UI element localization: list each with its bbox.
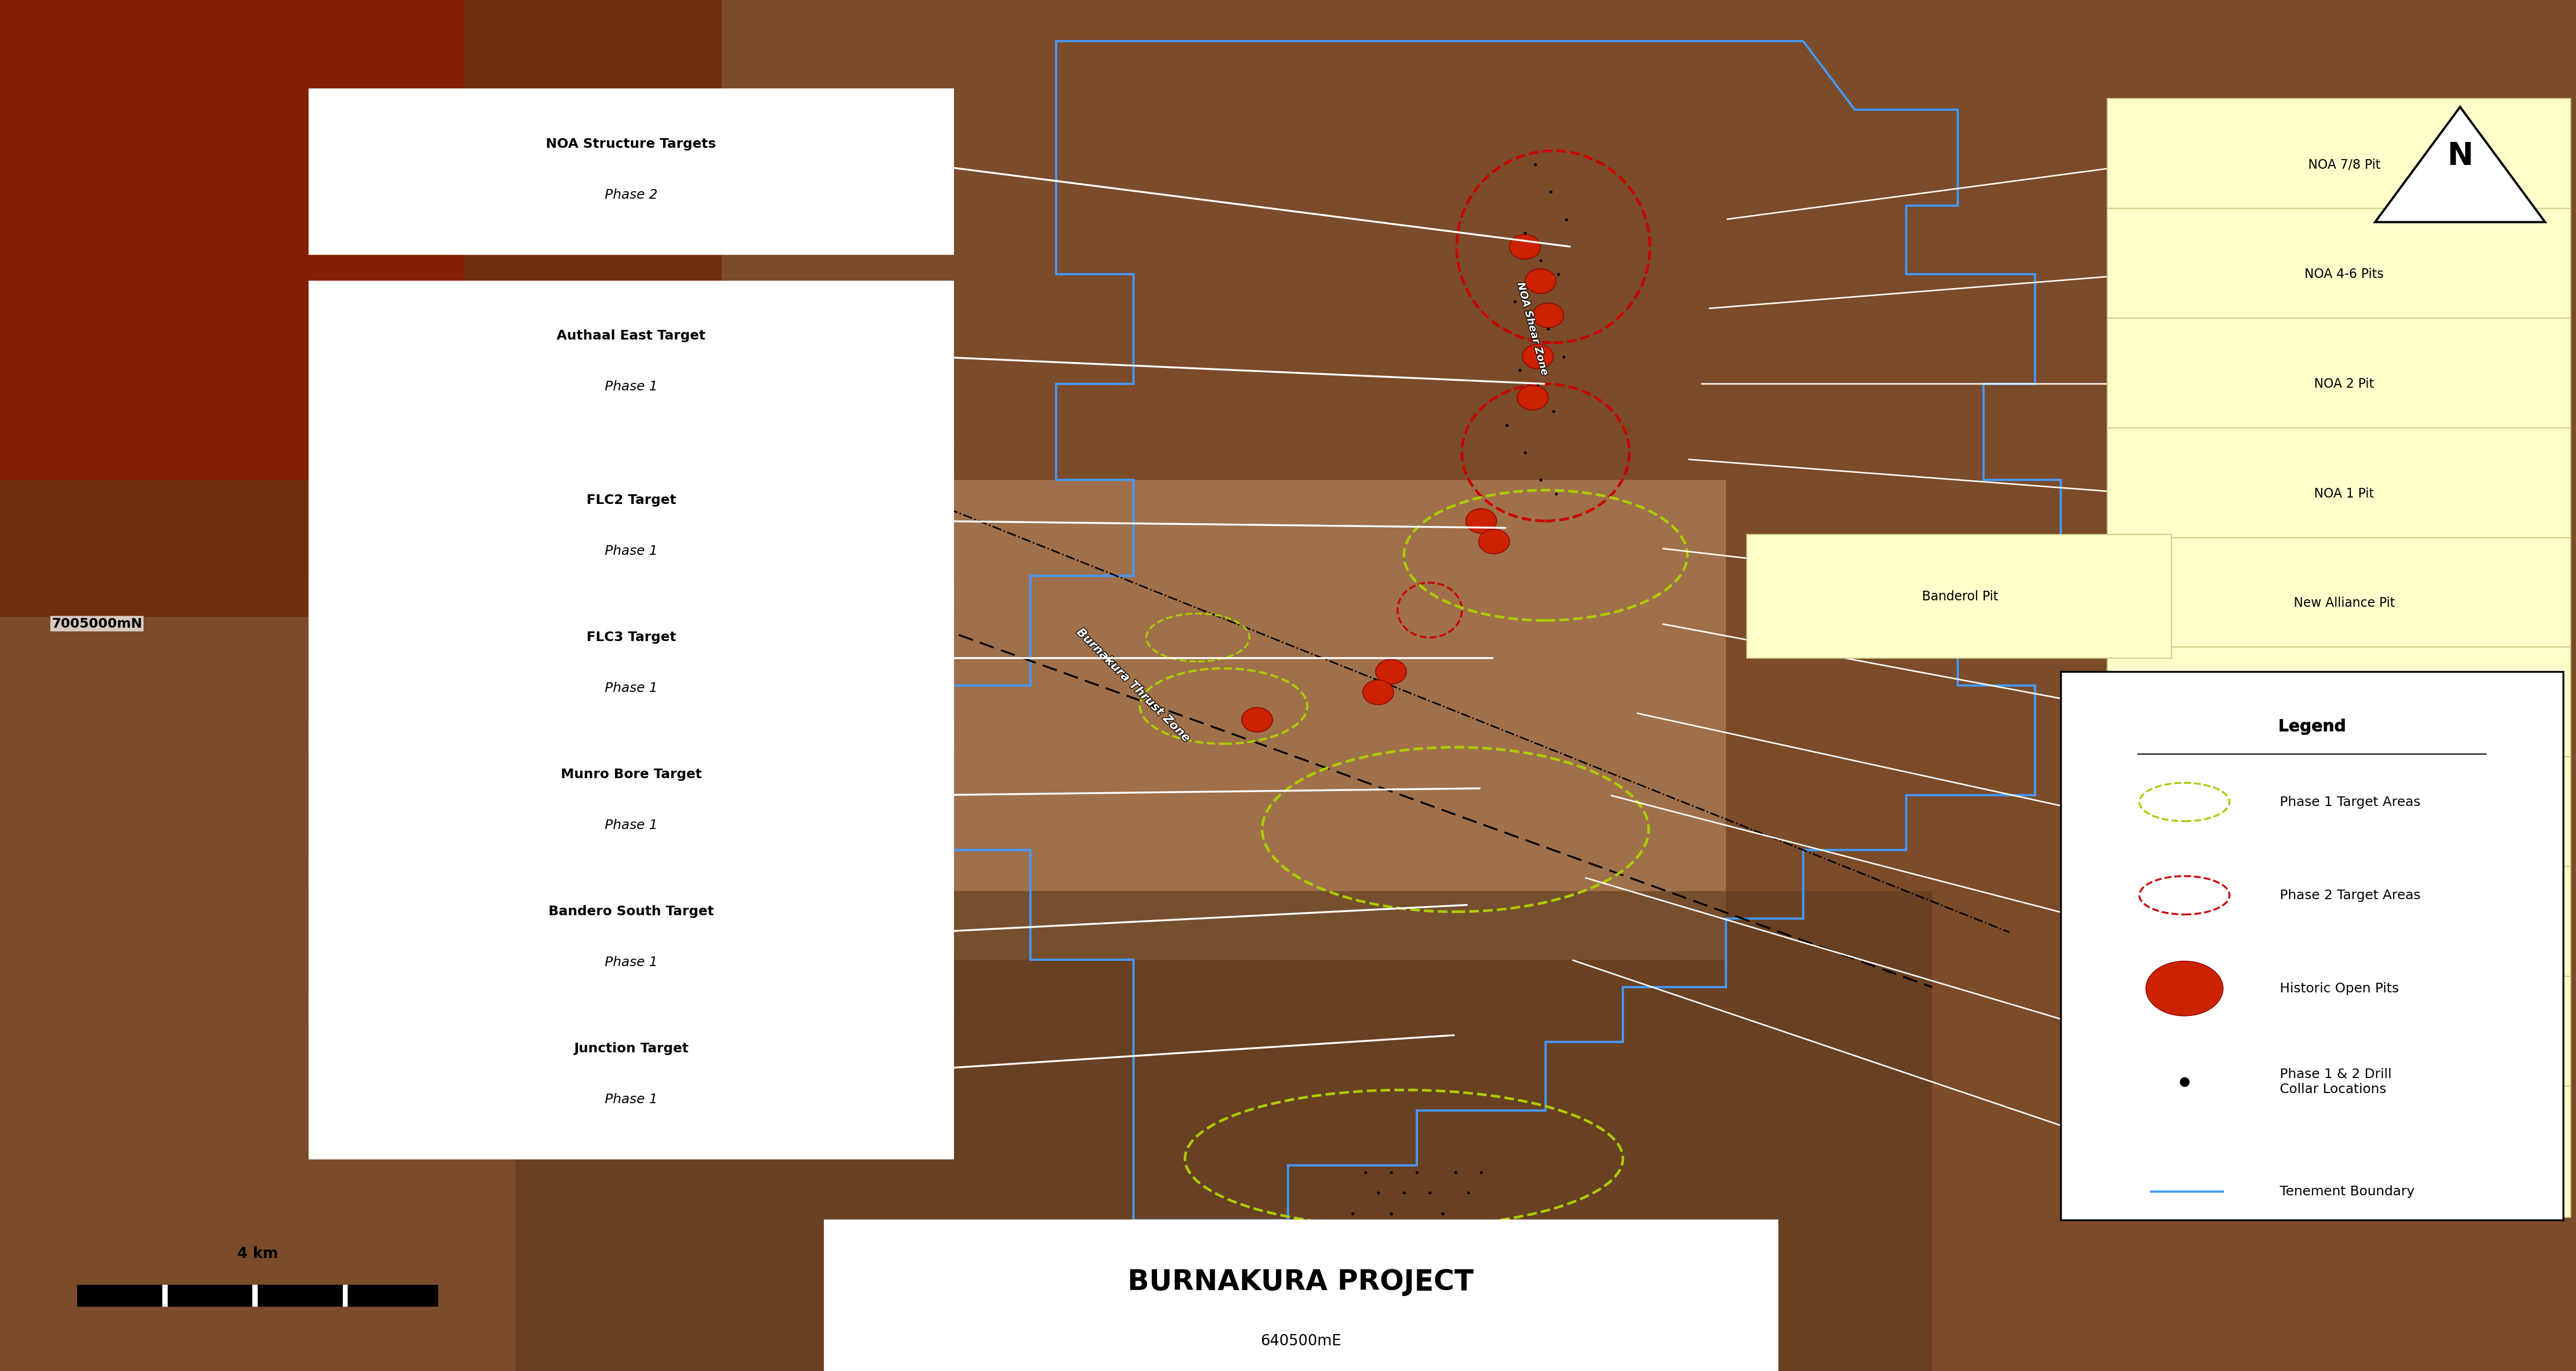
Text: NOA 7/8 Pit: NOA 7/8 Pit [2308, 158, 2380, 171]
Bar [515, 891, 1932, 1371]
Text: 7005000mN: 7005000mN [52, 617, 142, 631]
Ellipse shape [1525, 269, 1556, 293]
Ellipse shape [1376, 659, 1406, 684]
Text: NOA 2 Pit: NOA 2 Pit [2313, 377, 2375, 391]
Text: Historic Open Pits: Historic Open Pits [2280, 982, 2398, 995]
FancyBboxPatch shape [309, 583, 953, 747]
Text: Authaal East Target: Authaal East Target [556, 329, 706, 343]
Text: Phase 1: Phase 1 [605, 1093, 657, 1106]
FancyBboxPatch shape [2107, 757, 2571, 888]
Text: Alliance Pit: Alliance Pit [2308, 706, 2380, 720]
FancyBboxPatch shape [1747, 535, 2172, 658]
Ellipse shape [1533, 303, 1564, 328]
FancyBboxPatch shape [2107, 537, 2571, 669]
Ellipse shape [1517, 385, 1548, 410]
Text: Authaal North Pit: Authaal North Pit [2290, 925, 2398, 939]
Bar [343, 1285, 348, 1307]
Text: FLC3 Target: FLC3 Target [587, 631, 675, 644]
Text: BURNAKURA PROJECT: BURNAKURA PROJECT [1128, 1268, 1473, 1296]
FancyBboxPatch shape [2107, 318, 2571, 450]
Polygon shape [2375, 107, 2545, 222]
FancyBboxPatch shape [309, 89, 953, 254]
Ellipse shape [2146, 961, 2223, 1016]
FancyBboxPatch shape [309, 720, 953, 884]
Bar [902, 480, 1726, 960]
Text: Phase 2: Phase 2 [605, 188, 657, 202]
FancyBboxPatch shape [2107, 866, 2571, 998]
Text: Tenement Boundary: Tenement Boundary [2280, 1185, 2414, 1198]
Ellipse shape [1522, 344, 1553, 369]
Text: NOA Structure Targets: NOA Structure Targets [546, 137, 716, 151]
FancyBboxPatch shape [2107, 428, 2571, 559]
Ellipse shape [1242, 707, 1273, 732]
Text: NOA 4-6 Pits: NOA 4-6 Pits [2306, 267, 2383, 281]
FancyBboxPatch shape [309, 281, 953, 446]
Text: 4 km: 4 km [237, 1246, 278, 1261]
Bar [77, 1285, 438, 1307]
Text: Lewis & Reward Pits: Lewis & Reward Pits [2280, 816, 2409, 829]
Text: Phase 1: Phase 1 [605, 818, 657, 832]
Text: Legend: Legend [2277, 718, 2347, 735]
FancyBboxPatch shape [2107, 1086, 2571, 1217]
Ellipse shape [1466, 509, 1497, 533]
Text: Burnakura Thrust Zone: Burnakura Thrust Zone [1074, 627, 1193, 744]
Text: Phase 1 Target Areas: Phase 1 Target Areas [2280, 795, 2421, 809]
FancyBboxPatch shape [309, 857, 953, 1021]
Text: 640500mE: 640500mE [1260, 1334, 1342, 1348]
Text: Authaal South Pit: Authaal South Pit [2290, 1145, 2398, 1158]
Text: NOA Shear Zone: NOA Shear Zone [1515, 281, 1551, 377]
Ellipse shape [1479, 529, 1510, 554]
Text: New Alliance Pit: New Alliance Pit [2293, 596, 2396, 610]
Text: Bandero South Target: Bandero South Target [549, 905, 714, 919]
FancyBboxPatch shape [824, 1220, 1777, 1371]
Bar [0, 0, 464, 480]
FancyBboxPatch shape [309, 994, 953, 1158]
Text: Banderol Pit: Banderol Pit [1922, 590, 1999, 603]
Text: N: N [2447, 141, 2473, 171]
Bar [0, 0, 721, 617]
FancyBboxPatch shape [2061, 672, 2563, 1220]
Text: Phase 1: Phase 1 [605, 380, 657, 393]
Text: Phase 1 & 2 Drill
Collar Locations: Phase 1 & 2 Drill Collar Locations [2280, 1068, 2391, 1095]
Text: NOA 1 Pit: NOA 1 Pit [2313, 487, 2375, 500]
Text: FLC2 Target: FLC2 Target [587, 494, 675, 507]
Bar [252, 1285, 258, 1307]
Ellipse shape [1510, 234, 1540, 259]
Text: Authaal Central Pit: Authaal Central Pit [2285, 1035, 2403, 1049]
Ellipse shape [1363, 680, 1394, 705]
Text: Junction Target: Junction Target [574, 1042, 688, 1056]
Text: Phase 1: Phase 1 [605, 544, 657, 558]
FancyBboxPatch shape [2107, 208, 2571, 340]
FancyBboxPatch shape [2107, 99, 2571, 230]
Text: Phase 1: Phase 1 [605, 681, 657, 695]
Bar [162, 1285, 167, 1307]
Text: Munro Bore Target: Munro Bore Target [562, 768, 701, 781]
FancyBboxPatch shape [2107, 976, 2571, 1108]
Text: Phase 2 Target Areas: Phase 2 Target Areas [2280, 888, 2421, 902]
FancyBboxPatch shape [2107, 647, 2571, 779]
Text: Phase 1: Phase 1 [605, 956, 657, 969]
FancyBboxPatch shape [309, 446, 953, 610]
